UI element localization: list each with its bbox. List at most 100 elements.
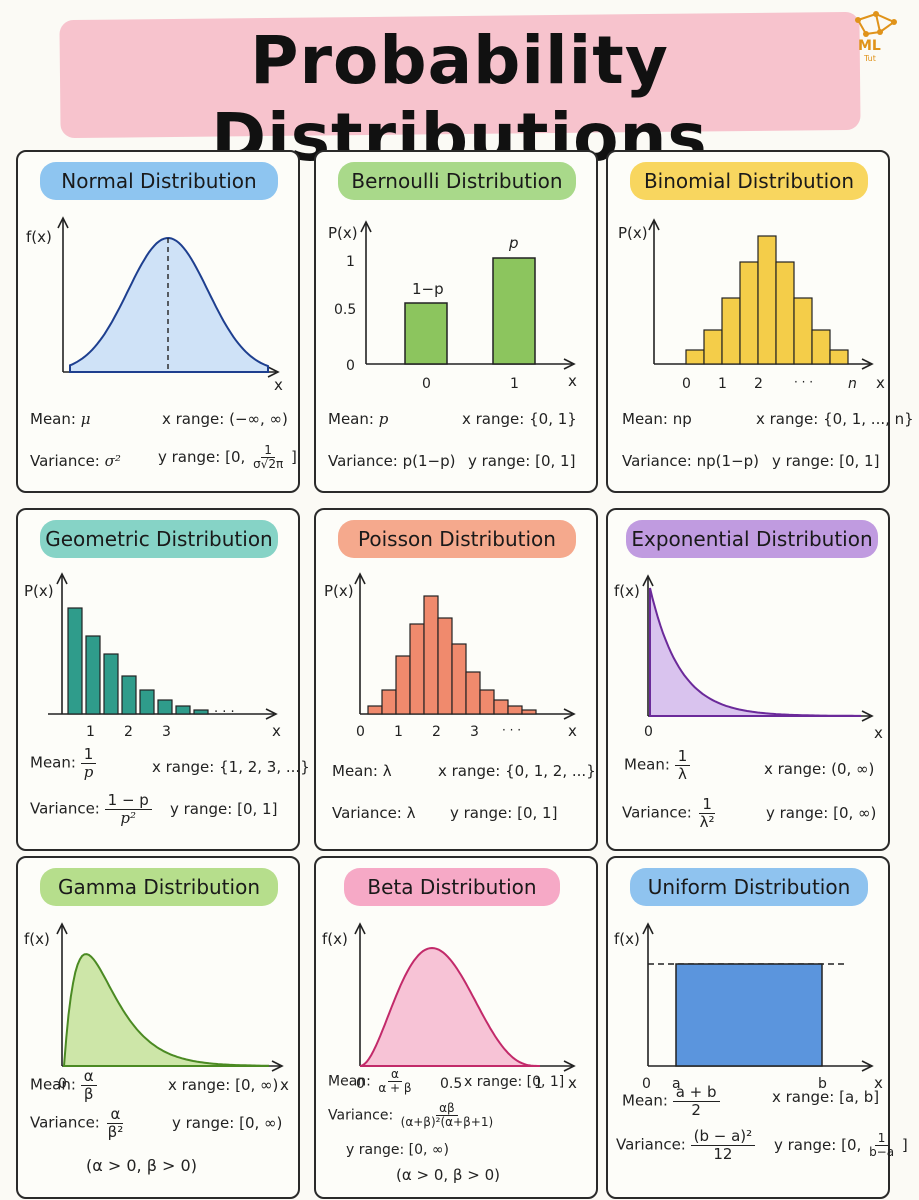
dots-geometric: . . . [214,701,235,716]
ytick-bernoulli-05: 0.5 [334,302,356,318]
poisson-bar-3 [409,623,425,715]
poisson-bar-0 [367,705,383,715]
xtick-uniform-a: a [672,1076,681,1092]
logo-network-icon [855,11,897,37]
xrange-label: x range: [772,1088,835,1106]
xlabel-geometric: x [272,722,281,740]
mean-num-uniform: a + b [672,1084,720,1102]
xrange-value-exponential: (0, ∞) [831,760,875,778]
mean-num-gamma: α [80,1068,97,1086]
xlabel-exponential: x [874,724,883,742]
xtick-uniform-0: 0 [642,1076,651,1092]
mean-label: Mean: [30,410,76,428]
mean-den-uniform: 2 [691,1100,701,1119]
mean-label: Mean: [30,1075,76,1094]
xtick-binomial-dots: · · · [794,375,813,389]
xrange-value-beta: [0, 1] [526,1074,565,1090]
xrange-value-binomial: {0, 1, ..., n} [823,410,914,428]
card-uniform: Uniform Distribution 0 a b f(x) x Mean: … [606,856,908,1199]
mean-label: Mean: [30,753,76,772]
yrange-label: y range: [772,452,835,470]
poisson-bar-10 [507,705,523,715]
geometric-bar-4 [139,689,155,715]
bar-label-bernoulli-1: p [508,234,519,252]
plot-exponential: 0 f(x) x [614,574,883,742]
card-binomial: Binomial Distribution 0 1 2 · · · n P(x)… [606,150,914,493]
variance-value-poisson: λ [406,804,416,822]
bars-geometric [67,607,209,715]
ylabel-gamma: f(x) [24,930,50,948]
card-poisson: Poisson Distribution 0 1 2 3 · · · P(x) … [314,508,598,851]
variance-label: Variance: [30,452,100,470]
xtick-binomial-0: 0 [682,376,691,392]
xtick-geometric-1: 1 [86,724,95,740]
xrange-label: x range: [162,410,225,428]
mean-num-beta: α [388,1067,402,1083]
geometric-bar-3 [121,675,137,715]
card-title-beta: Beta Distribution [344,868,560,906]
plot-bernoulli: 1−p p 1 0.5 0 0 1 P(x) x [328,220,577,392]
bars-poisson [367,595,537,715]
xtick-poisson-2: 2 [432,724,441,740]
variance-value-normal: σ² [104,452,121,470]
card-title-gamma: Gamma Distribution [40,868,278,906]
card-title-bernoulli: Bernoulli Distribution [338,162,576,200]
geometric-bar-1 [85,635,101,715]
yrange-value-exponential: [0, ∞) [833,804,877,822]
card-title-exponential: Exponential Distribution [626,520,878,558]
xrange-value-gamma: [0, ∞) [235,1076,279,1094]
xtick-exponential-0: 0 [644,724,653,740]
mean-label: Mean: [624,755,670,774]
variance-den-beta: (α+β)²(α+β+1) [400,1115,494,1130]
xlabel-uniform: x [874,1074,883,1092]
mean-den-geometric: p [83,762,94,781]
yrange-value-bernoulli: [0, 1] [535,452,576,470]
mean-label: Mean: [332,762,378,780]
xtick-geometric-2: 2 [124,724,133,740]
poisson-bar-9 [493,699,509,715]
ylabel-poisson: P(x) [324,582,354,600]
bar-label-bernoulli-0: 1−p [412,280,444,298]
card-title-geometric: Geometric Distribution [40,520,278,558]
binomial-bar-1 [703,329,723,365]
poisson-bar-5 [437,617,453,715]
variance-label: Variance: [328,452,398,470]
geometric-bar-5 [157,699,173,715]
xtick-poisson-1: 1 [394,724,403,740]
card-geometric: Geometric Distribution . . . 1 2 3 P(x) … [16,508,310,851]
xtick-gamma-0: 0 [58,1076,67,1092]
xtick-poisson-dots: · · · [502,723,521,737]
xtick-beta-05: 0.5 [440,1076,462,1092]
binomial-bar-4 [757,235,777,365]
binomial-bar-2 [721,297,741,365]
ytick-bernoulli-0: 0 [346,358,355,374]
yrange-label: y range: [766,804,829,822]
yrange-post-normal: ] [290,448,297,467]
variance-num-gamma: α [107,1106,124,1124]
xtick-poisson-3: 3 [470,724,479,740]
variance-num-uniform: (b − a)² [690,1128,756,1146]
plot-uniform: 0 a b f(x) x [614,922,883,1092]
variance-den-uniform: 12 [713,1144,733,1163]
poisson-bar-4 [423,595,439,715]
yrange-label: y range: [774,1136,837,1155]
mean-label: Mean: [622,1091,668,1110]
ytick-bernoulli-1: 1 [346,254,355,270]
xtick-beta-0: 0 [356,1076,365,1092]
ylabel-geometric: P(x) [24,582,54,600]
plot-binomial: 0 1 2 · · · n P(x) x [618,218,885,392]
poisson-bar-8 [479,689,495,715]
card-title-uniform: Uniform Distribution [630,868,868,906]
variance-label: Variance: [616,1135,686,1154]
xrange-label: x range: [462,410,525,428]
xrange-label: x range: [756,410,819,428]
xrange-label: x range: [764,760,827,778]
card-beta: Beta Distribution 0 0.5 1 f(x) x Mean: α… [314,856,598,1199]
ylabel-bernoulli: P(x) [328,224,358,242]
yrange-den-uniform: b−a [869,1145,895,1160]
binomial-bar-0 [685,349,705,365]
plot-beta: 0 0.5 1 f(x) x [322,922,577,1092]
xtick-poisson-0: 0 [356,724,365,740]
xtick-binomial-2: 2 [754,376,763,392]
xtick-binomial-1: 1 [718,376,727,392]
